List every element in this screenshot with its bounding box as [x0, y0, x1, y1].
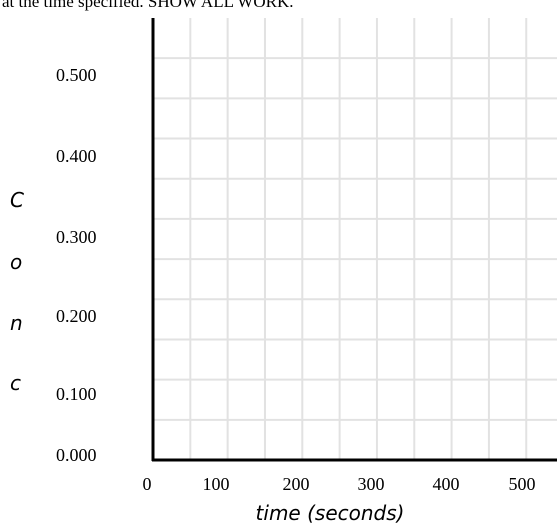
- y-tick-label: 0.200: [56, 306, 97, 326]
- y-tick-label: 0.400: [56, 146, 97, 166]
- y-tick-label: 0.500: [56, 65, 97, 85]
- y-tick-label: 0.300: [56, 227, 97, 247]
- x-tick-label: 500: [509, 474, 536, 494]
- grid: [153, 18, 557, 460]
- x-tick-label: 400: [433, 474, 460, 494]
- y-tick-labels: 0.000 0.100 0.200 0.300 0.400 0.500: [56, 65, 97, 465]
- x-tick-label: 100: [203, 474, 230, 494]
- x-tick-label: 300: [358, 474, 385, 494]
- x-tick-label: 200: [283, 474, 310, 494]
- y-axis-label-letter: C: [10, 188, 24, 212]
- y-axis-label-letter: n: [10, 311, 23, 335]
- y-axis-label-letter: c: [10, 371, 21, 395]
- x-tick-label: 0: [143, 474, 152, 494]
- y-axis-label-letter: o: [10, 250, 22, 274]
- instructions-text: at the time specified. SHOW ALL WORK.: [2, 0, 294, 11]
- x-tick-labels: 0 100 200 300 400 500: [143, 474, 536, 494]
- y-axis-label: Co n c: [10, 188, 24, 395]
- x-axis-label: time (seconds): [256, 501, 405, 525]
- y-tick-label: 0.000: [56, 445, 97, 465]
- y-tick-label: 0.100: [56, 384, 97, 404]
- axes: [151, 18, 557, 462]
